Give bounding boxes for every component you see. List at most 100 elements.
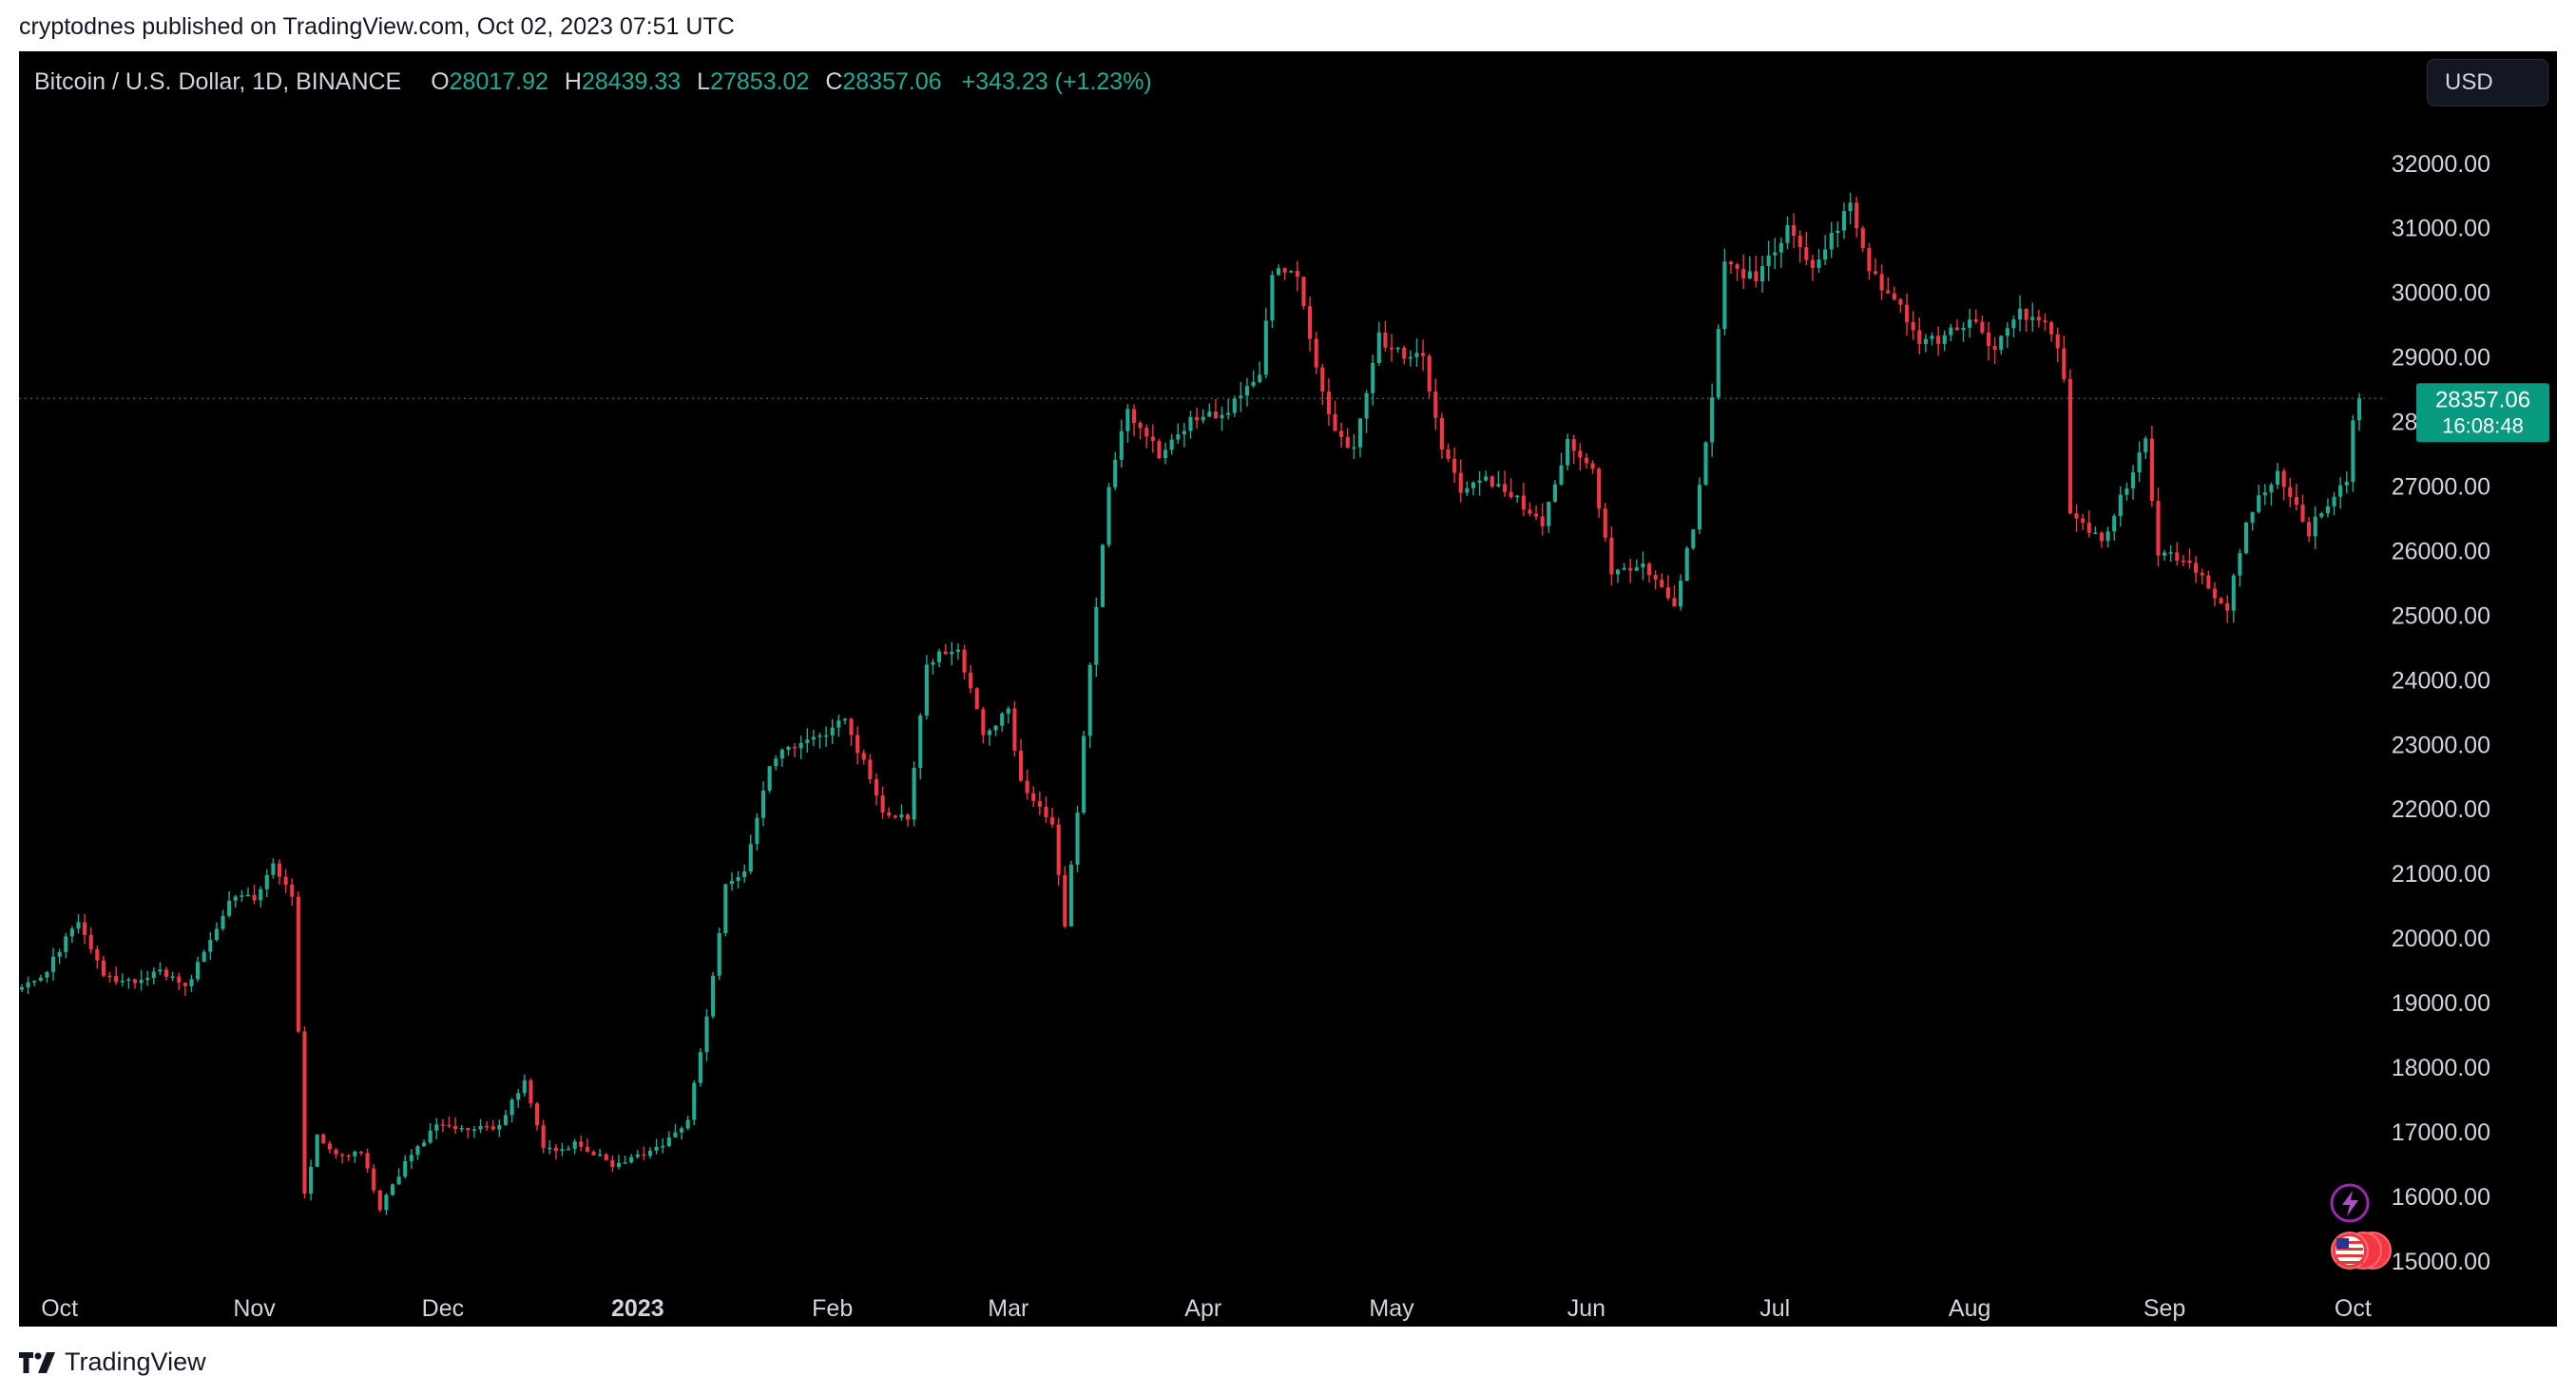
candle-body [1308, 306, 1313, 339]
candle [1452, 447, 1457, 483]
y-tick-label: 24000.00 [2392, 667, 2490, 694]
candle-body [1968, 319, 1972, 328]
candle [1665, 575, 1670, 602]
candle [1220, 406, 1224, 431]
candle-body [2043, 320, 2047, 323]
candle-body [1741, 269, 1746, 278]
symbol-title[interactable]: Bitcoin / U.S. Dollar, 1D, BINANCE [34, 68, 402, 95]
candle [252, 885, 257, 905]
candle-body [2262, 492, 2267, 496]
candle [1326, 378, 1331, 427]
candle [685, 1116, 690, 1131]
candle-body [1496, 484, 1501, 487]
candle-body [1295, 271, 1299, 277]
candle [245, 887, 251, 897]
candle-body [447, 1124, 452, 1127]
candle-body [654, 1146, 659, 1151]
candle [264, 869, 269, 898]
candle [2238, 548, 2242, 587]
candle [567, 1145, 571, 1151]
candle [666, 1131, 671, 1148]
candle [1207, 403, 1212, 417]
candle [1836, 221, 1840, 248]
candle [2143, 435, 2148, 459]
candle [466, 1127, 471, 1138]
candle [993, 724, 998, 736]
candle-body [1804, 247, 1809, 260]
candle-body [893, 815, 897, 818]
candle [2011, 315, 2016, 337]
candle-body [1439, 417, 1444, 449]
us-economic-events-icon [2331, 1232, 2392, 1270]
candle-body [1068, 864, 1073, 927]
candle-body [1025, 780, 1029, 793]
candle-body [2325, 506, 2330, 514]
chart-panel[interactable]: 15000.00 16000.00 17000.00 18000.00 19000.00… [19, 51, 2557, 1327]
candle [981, 706, 986, 744]
candle [836, 714, 841, 737]
candle-body [1421, 353, 1426, 356]
candle-body [114, 976, 119, 983]
candle [177, 972, 182, 990]
candle-body [962, 649, 967, 673]
candle [1534, 505, 1539, 521]
candle-body [415, 1146, 420, 1156]
candle [1357, 418, 1363, 458]
candle-body [1829, 233, 1834, 250]
price-chart[interactable]: 15000.00 16000.00 17000.00 18000.00 19000.00… [19, 51, 2557, 1327]
candle [83, 913, 87, 945]
candle-body [1106, 487, 1111, 545]
candle [1345, 428, 1350, 449]
candle [824, 726, 829, 747]
candle [1930, 332, 1934, 346]
candle-body [1000, 713, 1005, 726]
candle-body [409, 1155, 413, 1161]
candle [1949, 323, 1953, 341]
candle [1106, 483, 1111, 548]
candle-body [742, 871, 747, 878]
candle-body [2067, 378, 2072, 514]
candle [1873, 258, 1878, 276]
candle-body [1778, 242, 1783, 253]
candle [390, 1183, 395, 1196]
candle [1056, 817, 1061, 887]
candle [2030, 302, 2035, 332]
candle-body [1860, 228, 1865, 249]
candle-body [38, 977, 43, 982]
candle [1697, 477, 1701, 534]
candle [277, 859, 282, 885]
y-tick-label: 20000.00 [2392, 926, 2490, 952]
candle-body [1144, 428, 1149, 437]
candle-body [377, 1190, 382, 1211]
candle [227, 890, 232, 918]
candle [1131, 404, 1137, 437]
candle [1094, 597, 1099, 678]
candle [729, 871, 735, 891]
currency-button[interactable]: USD [2427, 59, 2548, 106]
candle-body [1113, 459, 1118, 487]
candle-body [1314, 338, 1318, 368]
candle-body [1930, 335, 1934, 339]
candle-body [534, 1103, 540, 1126]
candle [2187, 548, 2192, 569]
tradingview-logo[interactable]: TradingView [19, 1347, 206, 1377]
candle-body [459, 1127, 464, 1130]
candle-body [1188, 416, 1193, 431]
candle [2017, 295, 2023, 332]
candle-body [390, 1184, 395, 1195]
candle-body [45, 971, 49, 978]
candle-body [372, 1168, 376, 1191]
candle [943, 643, 948, 655]
candle [428, 1122, 433, 1144]
candle-body [471, 1129, 476, 1131]
candle [1540, 503, 1545, 536]
candle [1829, 221, 1834, 258]
candle [1000, 712, 1005, 732]
candle-body [585, 1146, 589, 1152]
candle [1992, 336, 1997, 365]
candle-body [1509, 491, 1513, 498]
candle-body [1665, 586, 1670, 599]
candle-body [842, 718, 847, 721]
candle [1521, 482, 1526, 517]
candle [2212, 582, 2218, 607]
